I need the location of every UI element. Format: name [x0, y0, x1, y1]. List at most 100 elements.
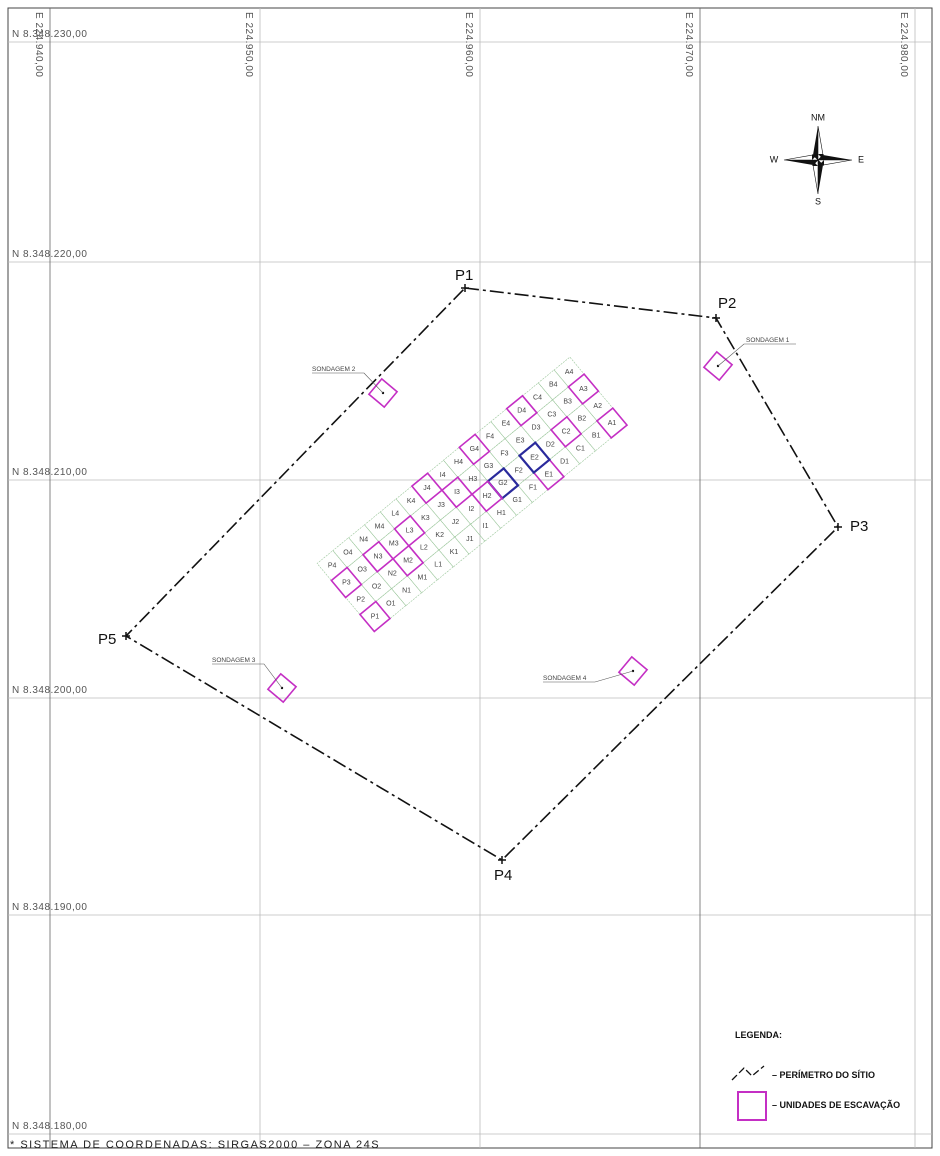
unit-label: D3	[532, 425, 541, 432]
sounding-unit	[702, 350, 734, 382]
unit-label: B1	[592, 433, 601, 440]
unit-label: H4	[454, 459, 463, 466]
unit-label: H2	[483, 493, 492, 500]
compass-star	[817, 125, 824, 161]
leader-line	[543, 670, 634, 683]
unit-label: H3	[468, 476, 477, 483]
vertex-marker	[712, 314, 720, 322]
unit-label: B4	[549, 382, 558, 389]
unit-label: N4	[359, 537, 368, 544]
unit-label: M4	[375, 524, 385, 531]
unit-label: E3	[516, 437, 525, 444]
northing-label: N 8.348.200,00	[12, 685, 87, 696]
unit-label: M1	[418, 575, 428, 582]
leader-line	[212, 663, 283, 689]
compass-label: E	[858, 154, 864, 164]
unit-label: C4	[533, 395, 542, 402]
sounding-label: SONDAGEM 3	[212, 657, 256, 664]
unit-label: K4	[407, 498, 416, 505]
unit-label: B2	[578, 416, 587, 423]
unit-cell	[537, 369, 569, 401]
vertex-marker	[122, 632, 130, 640]
point-label: P4	[494, 867, 512, 884]
unit-cell	[595, 406, 629, 440]
unit-label: H1	[497, 510, 506, 517]
unit-label: C1	[576, 446, 585, 453]
unit-label: I1	[483, 523, 489, 530]
compass-label: W	[770, 154, 779, 164]
soundings: SONDAGEM 1 SONDAGEM 2 SONDAGEM 3 SONDAGEM 4	[212, 337, 796, 704]
coordinate-grid: N 8.348.230,00 N 8.348.220,00 N 8.348.210,…	[8, 8, 932, 1148]
northing-label: N 8.348.230,00	[12, 29, 87, 40]
unit-label: D2	[546, 442, 555, 449]
compass-rose: NM W E S	[770, 112, 864, 206]
unit-cell	[358, 600, 392, 633]
point-label: P3	[850, 518, 868, 535]
unit-label: C3	[547, 412, 556, 419]
legend: LEGENDA: – PERÍMETRO DO SÍTIO – UNIDADES…	[731, 1030, 900, 1121]
unit-label: P1	[371, 613, 380, 620]
unit-label: N1	[402, 588, 411, 595]
northing-label: N 8.348.210,00	[12, 467, 87, 478]
unit-label: L4	[391, 511, 399, 518]
legend-item: – UNIDADES DE ESCAVAÇÃO	[772, 1100, 900, 1110]
vertex-marker	[461, 284, 469, 292]
unit-label: G1	[513, 497, 522, 504]
unit-label: G2	[498, 480, 507, 487]
unit-cell	[458, 433, 491, 466]
unit-label: K2	[435, 532, 444, 539]
easting-label: E 224.940,00	[33, 12, 44, 78]
unit-label: G4	[470, 446, 479, 453]
northing-label: N 8.348.180,00	[12, 1121, 87, 1132]
easting-label: E 224.950,00	[243, 12, 254, 78]
perimeter-points: P1 P2 P3 P4 P5	[98, 267, 868, 884]
vertex-marker	[834, 523, 842, 531]
unit-label: A1	[608, 420, 617, 427]
unit-label: G3	[484, 463, 493, 470]
unit-label: M3	[389, 541, 399, 548]
excavation-grid: A2 A4 B1 B2 B3 B4 C1 C3 C4 D1 D2 D3 E3 E4 F1 F2 F3 F4 G1 G3…	[316, 356, 629, 633]
unit-label: P4	[328, 562, 337, 569]
compass-label: S	[815, 196, 821, 206]
compass-star	[817, 159, 853, 166]
sounding-label: SONDAGEM 4	[543, 675, 587, 682]
easting-label: E 224.960,00	[463, 12, 474, 78]
unit-label: A2	[593, 403, 602, 410]
leader-line	[717, 343, 796, 367]
unit-label: J2	[452, 519, 460, 526]
unit-label: F1	[529, 484, 537, 491]
unit-label: E4	[502, 420, 511, 427]
leader-line	[312, 372, 384, 394]
northing-label: N 8.348.190,00	[12, 902, 87, 913]
unit-label: D1	[560, 459, 569, 466]
legend-perimeter-symbol	[731, 1065, 765, 1081]
unit-label: F2	[515, 467, 523, 474]
unit-cell	[330, 566, 363, 599]
unit-label: O1	[386, 600, 395, 607]
compass-label: NM	[811, 112, 825, 122]
unit-label: J4	[423, 485, 431, 492]
unit-label: K3	[421, 515, 430, 522]
unit-label: I4	[440, 472, 446, 479]
unit-cell	[567, 372, 600, 406]
unit-label: O4	[343, 549, 352, 556]
unit-label: N3	[374, 554, 383, 561]
point-label: P5	[98, 631, 116, 648]
sounding-unit	[617, 655, 649, 687]
sounding-label: SONDAGEM 2	[312, 366, 356, 373]
northing-label: N 8.348.220,00	[12, 249, 87, 260]
unit-label: B3	[563, 399, 572, 406]
unit-label: P2	[356, 596, 365, 603]
unit-label: E2	[530, 454, 539, 461]
unit-label: C2	[562, 429, 571, 436]
unit-label: O2	[372, 583, 381, 590]
unit-label: L3	[406, 528, 414, 535]
vertex-marker	[498, 856, 506, 864]
unit-label: F3	[500, 450, 508, 457]
unit-label: J1	[466, 536, 474, 543]
unit-label: O3	[358, 566, 367, 573]
unit-label: K1	[450, 549, 459, 556]
unit-label: E1	[545, 471, 554, 478]
sounding-unit	[266, 672, 298, 704]
